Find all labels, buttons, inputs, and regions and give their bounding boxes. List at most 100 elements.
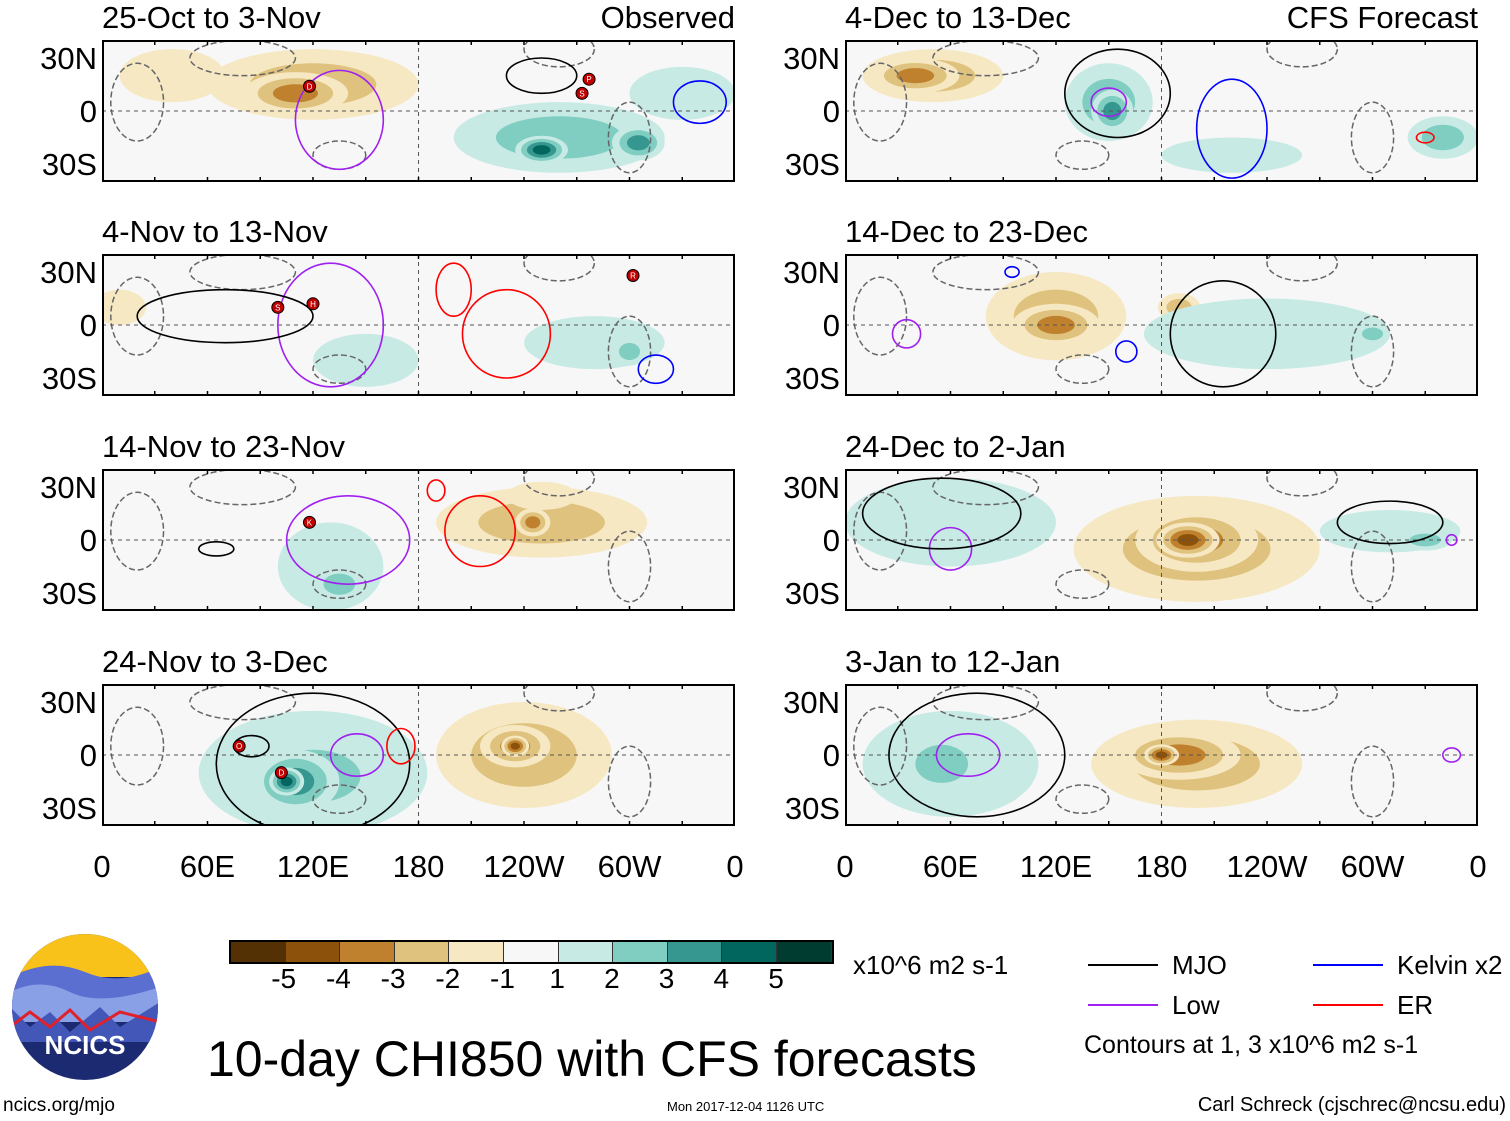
panel-title: 25-Oct to 3-Nov [102, 0, 321, 35]
wave-contour [1415, 131, 1435, 144]
x-tick-label: 180 [1135, 849, 1188, 884]
coastline [1350, 101, 1395, 174]
panel-title: 4-Nov to 13-Nov [102, 214, 328, 249]
legend-line [1313, 1004, 1383, 1006]
y-tick-label: 30N [40, 255, 97, 290]
y-tick-label: 0 [79, 738, 97, 773]
wave-contour [861, 477, 1022, 550]
coastline [1055, 784, 1110, 815]
svg-text:O: O [236, 742, 242, 751]
anomaly-shading [1143, 298, 1391, 370]
y-tick-label: 30S [784, 361, 840, 396]
wave-contour [285, 495, 411, 585]
wave-contour [888, 692, 1066, 818]
y-tick-label: 0 [79, 308, 97, 343]
legend-line [1088, 1004, 1158, 1006]
wave-contour [1090, 87, 1128, 118]
y-tick-label: 30N [783, 255, 840, 290]
coastline [110, 491, 165, 571]
y-tick-label: 30S [41, 361, 97, 396]
storm-marker: D [302, 79, 316, 93]
coastline [607, 315, 652, 388]
wave-contour [444, 495, 517, 568]
legend-note: Contours at 1, 3 x10^6 m2 s-1 [1084, 1031, 1419, 1059]
y-tick-label: 30S [41, 576, 97, 611]
wave-contour [386, 727, 416, 765]
coastline [607, 530, 652, 603]
storm-marker: R [626, 269, 640, 283]
legend-label: ER [1397, 990, 1434, 1020]
svg-text:H: H [310, 300, 316, 309]
y-tick-label: 30N [40, 470, 97, 505]
wave-contour [1445, 533, 1458, 547]
map-panel: OD [102, 684, 735, 826]
anomaly-shading [1421, 124, 1464, 151]
colorbar-label: 4 [713, 963, 730, 994]
y-tick-label: 0 [822, 308, 840, 343]
colorbar-swatch [340, 942, 395, 962]
map-panel [845, 254, 1478, 396]
coastline [523, 40, 596, 68]
legend-label: Kelvin x2 [1397, 950, 1503, 980]
footer-url: ncics.org/mjo [3, 1095, 115, 1116]
coastline [1350, 530, 1395, 603]
wave-contour [672, 80, 728, 125]
coastline [312, 354, 367, 385]
x-tick-label: 120W [483, 849, 565, 884]
anomaly-shading [629, 66, 735, 120]
svg-text:D: D [307, 82, 313, 91]
x-tick-label: 0 [726, 849, 744, 884]
wave-contour [294, 69, 385, 171]
panel-title: 4-Dec to 13-Dec [845, 0, 1071, 35]
y-tick-label: 0 [79, 523, 97, 558]
colorbar-swatch [558, 942, 614, 962]
anomaly-shading [1161, 137, 1303, 173]
anomaly-shading [845, 478, 1056, 567]
anomaly-shading [1409, 533, 1442, 547]
storm-marker: S [575, 86, 589, 100]
colorbar-swatch [503, 942, 559, 962]
y-tick-label: 30S [784, 576, 840, 611]
map-panel [845, 684, 1478, 826]
y-tick-label: 30N [40, 685, 97, 720]
y-tick-label: 30N [40, 41, 97, 76]
colorbar-swatch [613, 942, 668, 962]
wave-contour [435, 262, 473, 317]
x-tick-label: 60E [179, 849, 236, 884]
panel-title: 14-Nov to 23-Nov [102, 429, 345, 464]
colorbar-swatch [394, 942, 450, 962]
colorbar-swatch [722, 942, 777, 962]
logo-text: NCICS [45, 1030, 126, 1060]
wave-contour [277, 262, 385, 388]
map-panel [845, 469, 1478, 611]
storm-marker: O [232, 739, 246, 753]
y-tick-label: 30S [41, 147, 97, 182]
colorbar-label: 3 [658, 963, 675, 994]
y-tick-label: 0 [822, 94, 840, 129]
svg-text:S: S [579, 89, 584, 98]
y-tick-label: 30S [784, 791, 840, 826]
coastline [1055, 354, 1110, 385]
colorbar-label: -5 [271, 963, 297, 994]
map-panel: D PS [102, 40, 735, 182]
colorbar-swatch [776, 942, 832, 962]
coastline [312, 569, 367, 600]
wave-contour [136, 288, 314, 344]
coastline [1266, 684, 1339, 712]
units-label: x10^6 m2 s-1 [853, 950, 1009, 980]
coastline [1350, 315, 1395, 388]
y-tick-label: 30S [784, 147, 840, 182]
x-tick-label: 60W [597, 849, 662, 884]
panel-title: 24-Nov to 3-Dec [102, 644, 328, 679]
y-tick-label: 30N [783, 685, 840, 720]
coastline [1350, 745, 1395, 818]
anomaly-shading [532, 145, 551, 155]
wave-contour [1114, 340, 1138, 363]
coastline [110, 706, 165, 786]
colorbar-label: -1 [490, 963, 515, 994]
wave-contour [935, 732, 1001, 778]
colorbar-swatch [667, 942, 723, 962]
anomaly-shading [506, 481, 577, 510]
wave-contour [215, 692, 411, 826]
svg-text:P: P [586, 75, 591, 84]
